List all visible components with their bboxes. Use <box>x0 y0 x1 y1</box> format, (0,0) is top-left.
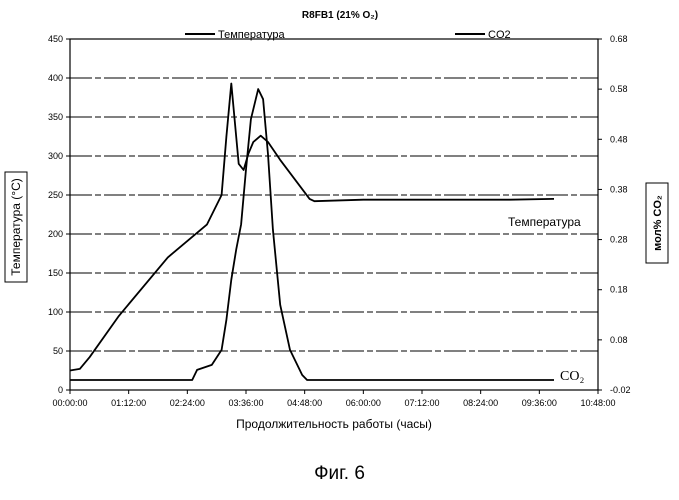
x-tick-label: 06:00:00 <box>346 398 381 408</box>
series-line-temperature <box>70 84 554 371</box>
y-tick-label: 150 <box>48 268 63 278</box>
y2-ticks: -0.02 0.08 0.18 0.28 0.38 0.48 0.58 0.68 <box>598 34 631 395</box>
x-tick-label: 00:00:00 <box>52 398 87 408</box>
chart-title: R8FB1 (21% O₂) <box>302 10 378 21</box>
y-ticks: 0 50 100 150 200 250 300 350 400 450 <box>48 34 70 395</box>
x-ticks: 00:00:00 01:12:00 02:24:00 03:36:00 04:48:00… <box>52 390 615 408</box>
x-axis-title: Продолжительность работы (часы) <box>236 417 432 431</box>
annotation-co2: CO₂ <box>560 369 584 384</box>
y2-tick-label: 0.58 <box>610 84 628 94</box>
y-tick-label: 350 <box>48 112 63 122</box>
y-tick-label: 450 <box>48 34 63 44</box>
x-tick-label: 10:48:00 <box>580 398 615 408</box>
y-tick-label: 50 <box>53 346 63 356</box>
y-tick-label: 250 <box>48 190 63 200</box>
legend-label: Температура <box>218 29 286 41</box>
annotation-temperature: Температура <box>508 215 581 229</box>
x-tick-label: 09:36:00 <box>522 398 557 408</box>
y-tick-label: 200 <box>48 229 63 239</box>
y-axis-title-box: Температура (°C) <box>5 172 27 282</box>
annotations: Температура CO₂ <box>508 215 584 384</box>
y2-tick-label: 0.28 <box>610 235 628 245</box>
y-tick-label: 400 <box>48 73 63 83</box>
chart: R8FB1 (21% O₂) ТемператураCO2 00:00:0001… <box>0 0 679 460</box>
y-axis-title: Температура (°C) <box>9 178 23 275</box>
y2-tick-label: 0.08 <box>610 335 628 345</box>
x-tick-label: 04:48:00 <box>287 398 322 408</box>
x-tick-label: 02:24:00 <box>170 398 205 408</box>
y-tick-label: 300 <box>48 151 63 161</box>
x-tick-label: 01:12:00 <box>111 398 146 408</box>
y2-tick-label: 0.18 <box>610 285 628 295</box>
y2-tick-label: 0.48 <box>610 134 628 144</box>
x-tick-label: 03:36:00 <box>228 398 263 408</box>
y2-axis-title-box: мол% CO₂ <box>646 183 668 263</box>
y2-axis-title: мол% CO₂ <box>652 195 664 251</box>
series-group <box>70 84 554 381</box>
legend-label: CO2 <box>488 29 511 41</box>
y2-tick-label: 0.38 <box>610 184 628 194</box>
x-tick-label: 08:24:00 <box>463 398 498 408</box>
x-tick-label: 07:12:00 <box>404 398 439 408</box>
y2-tick-label: 0.68 <box>610 34 628 44</box>
figure-caption: Фиг. 6 <box>0 463 679 485</box>
y2-tick-label: -0.02 <box>610 385 631 395</box>
y-tick-label: 0 <box>58 385 63 395</box>
y-tick-label: 100 <box>48 307 63 317</box>
